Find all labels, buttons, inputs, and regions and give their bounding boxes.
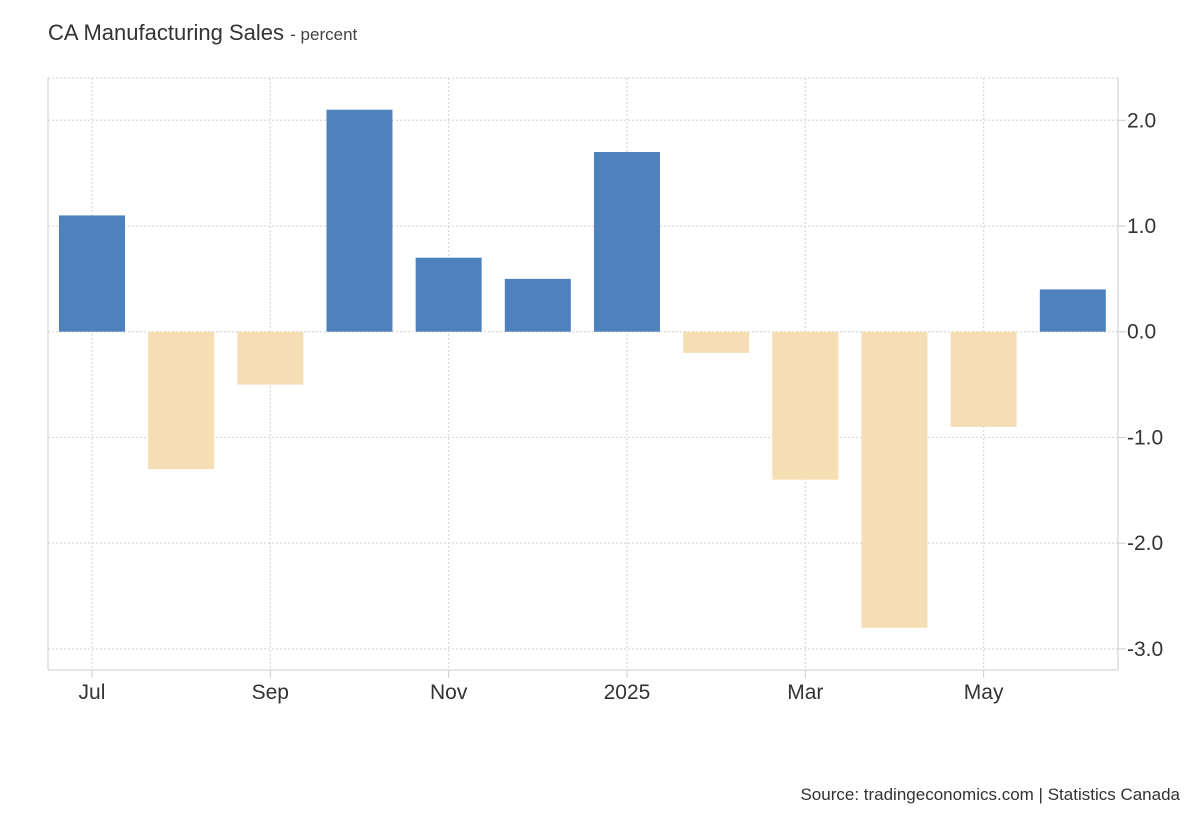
chart-title-text: CA Manufacturing Sales bbox=[48, 20, 285, 45]
y-tick-label: -2.0 bbox=[1127, 532, 1163, 555]
bar-2025-01 bbox=[593, 152, 660, 332]
x-tick-label: Jul bbox=[79, 681, 106, 704]
y-tick-label: 1.0 bbox=[1127, 215, 1156, 238]
x-tick-label: May bbox=[964, 681, 1004, 704]
y-tick-label: -1.0 bbox=[1127, 426, 1163, 449]
y-tick-label: 0.0 bbox=[1127, 321, 1156, 344]
bar-2024-11 bbox=[415, 257, 482, 332]
bar-2024-07 bbox=[58, 215, 125, 332]
bar-2024-12 bbox=[504, 278, 571, 332]
axes bbox=[47, 78, 1126, 678]
bar-2025-02 bbox=[683, 331, 750, 353]
bar-2025-06 bbox=[1039, 289, 1106, 332]
x-tick-label: 2025 bbox=[604, 681, 651, 704]
x-axis-ticks: Jul Sep Nov 2025 Mar May bbox=[79, 681, 1004, 704]
bar-2024-09 bbox=[237, 331, 304, 385]
chart-title: CA Manufacturing Sales - percent bbox=[48, 20, 357, 46]
y-tick-label: 2.0 bbox=[1127, 109, 1156, 132]
bars bbox=[58, 109, 1106, 628]
bar-2024-08 bbox=[148, 331, 215, 470]
x-tick-label: Nov bbox=[430, 681, 468, 704]
bar-2025-03 bbox=[772, 331, 839, 480]
bar-2025-04 bbox=[861, 331, 928, 628]
y-tick-label: -3.0 bbox=[1127, 638, 1163, 661]
chart-unit-label: - percent bbox=[290, 25, 358, 44]
source-credit: Source: tradingeconomics.com | Statistic… bbox=[800, 785, 1180, 804]
y-axis-ticks: 2.0 1.0 0.0 -1.0 -2.0 -3.0 bbox=[1127, 109, 1163, 661]
bar-2024-10 bbox=[326, 109, 393, 332]
x-tick-label: Sep bbox=[252, 681, 289, 704]
x-tick-label: Mar bbox=[787, 681, 823, 704]
bar-2025-05 bbox=[950, 331, 1017, 427]
